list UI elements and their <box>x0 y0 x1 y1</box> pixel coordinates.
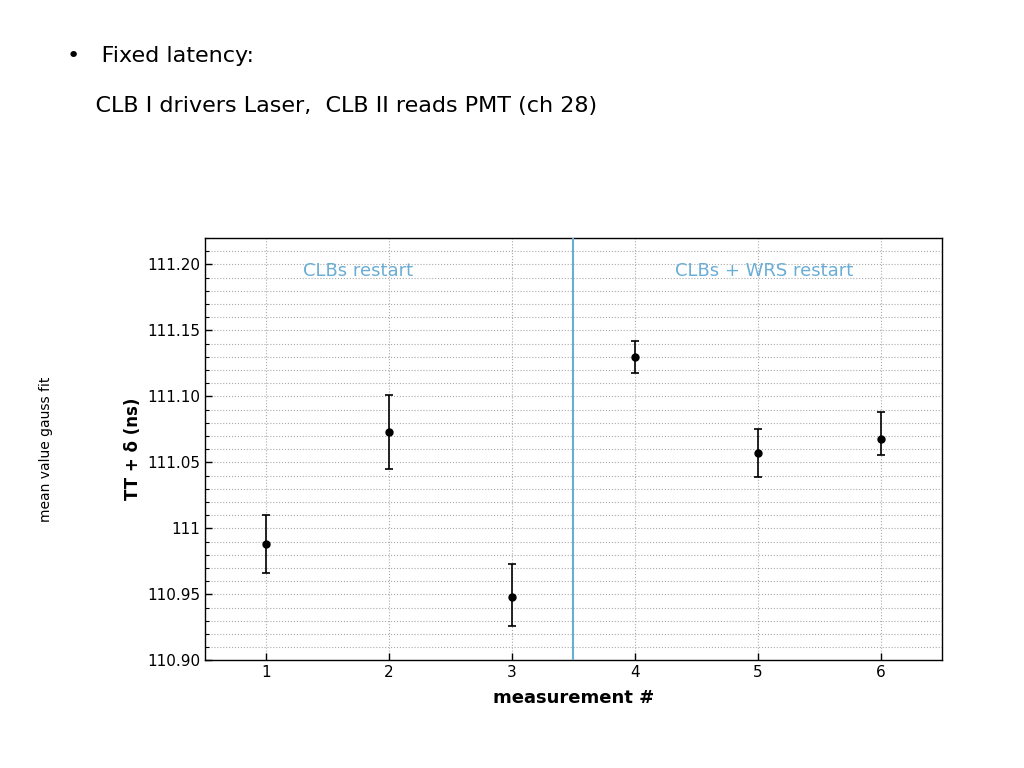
Text: CLBs restart: CLBs restart <box>303 262 414 280</box>
Text: CLB I drivers Laser,  CLB II reads PMT (ch 28): CLB I drivers Laser, CLB II reads PMT (c… <box>67 96 597 116</box>
Text: TT + δ (ns): TT + δ (ns) <box>124 398 142 501</box>
Text: •   Fixed latency:: • Fixed latency: <box>67 46 254 66</box>
X-axis label: measurement #: measurement # <box>493 689 654 707</box>
Text: mean value gauss fit: mean value gauss fit <box>39 376 53 522</box>
Text: CLBs + WRS restart: CLBs + WRS restart <box>675 262 853 280</box>
